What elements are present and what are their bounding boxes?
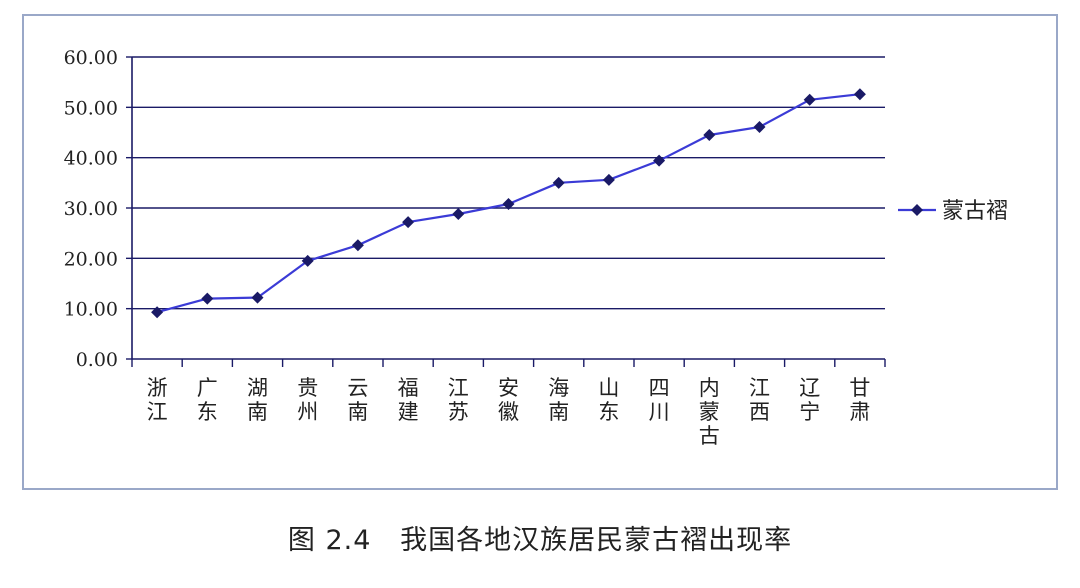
x-tick-label: 广东 bbox=[197, 376, 218, 424]
series-line bbox=[151, 88, 866, 319]
x-tick-label: 安徽 bbox=[498, 376, 519, 424]
data-point bbox=[602, 173, 615, 186]
x-tick-label: 海南 bbox=[548, 376, 569, 424]
x-tick-label: 江西 bbox=[749, 376, 770, 424]
data-point bbox=[653, 154, 666, 167]
x-tick-label: 贵州 bbox=[297, 376, 318, 424]
x-tick-label: 浙江 bbox=[147, 376, 168, 424]
legend-label: 蒙古褶 bbox=[942, 199, 1008, 224]
data-point bbox=[151, 306, 164, 319]
x-tick-label: 江苏 bbox=[448, 376, 469, 424]
data-point bbox=[251, 291, 264, 304]
legend-marker bbox=[911, 204, 923, 216]
y-tick-label: 50.00 bbox=[64, 97, 118, 119]
x-tick-label: 内蒙古 bbox=[699, 376, 720, 448]
x-tick-label: 福建 bbox=[398, 376, 419, 424]
y-tick-label: 40.00 bbox=[64, 148, 118, 170]
line-chart: 0.00 10.00 20.00 30.00 40.00 50.00 60.00 浙江广东湖… bbox=[64, 47, 1008, 448]
y-tick-label: 0.00 bbox=[76, 349, 118, 371]
x-tick-label: 山东 bbox=[598, 376, 619, 424]
x-tick-label: 甘肃 bbox=[849, 376, 870, 424]
data-point bbox=[753, 120, 766, 133]
y-tick-label: 30.00 bbox=[64, 198, 118, 220]
data-point bbox=[402, 216, 415, 229]
data-point bbox=[351, 239, 364, 252]
x-tick-label: 云南 bbox=[347, 376, 368, 424]
chart-frame bbox=[22, 14, 1058, 490]
data-point bbox=[301, 254, 314, 267]
legend: 蒙古褶 bbox=[898, 199, 1008, 224]
grid-lines bbox=[132, 56, 885, 310]
data-point bbox=[853, 88, 866, 101]
data-point bbox=[502, 197, 515, 210]
y-tick-label: 10.00 bbox=[64, 299, 118, 321]
y-tick-label: 60.00 bbox=[64, 47, 118, 69]
y-tick-labels: 0.00 10.00 20.00 30.00 40.00 50.00 60.00 bbox=[64, 47, 118, 371]
x-tick-label: 四川 bbox=[649, 376, 670, 424]
x-tick-label: 湖南 bbox=[247, 376, 268, 424]
data-point bbox=[703, 129, 716, 142]
figure-caption: 图 2.4 我国各地汉族居民蒙古褶出现率 bbox=[287, 525, 793, 556]
x-tick-label: 辽宁 bbox=[799, 376, 820, 424]
axes bbox=[126, 56, 886, 367]
y-tick-label: 20.00 bbox=[64, 248, 118, 270]
data-point bbox=[803, 93, 816, 106]
data-point bbox=[201, 292, 214, 305]
data-point bbox=[552, 176, 565, 189]
data-point bbox=[452, 208, 465, 221]
